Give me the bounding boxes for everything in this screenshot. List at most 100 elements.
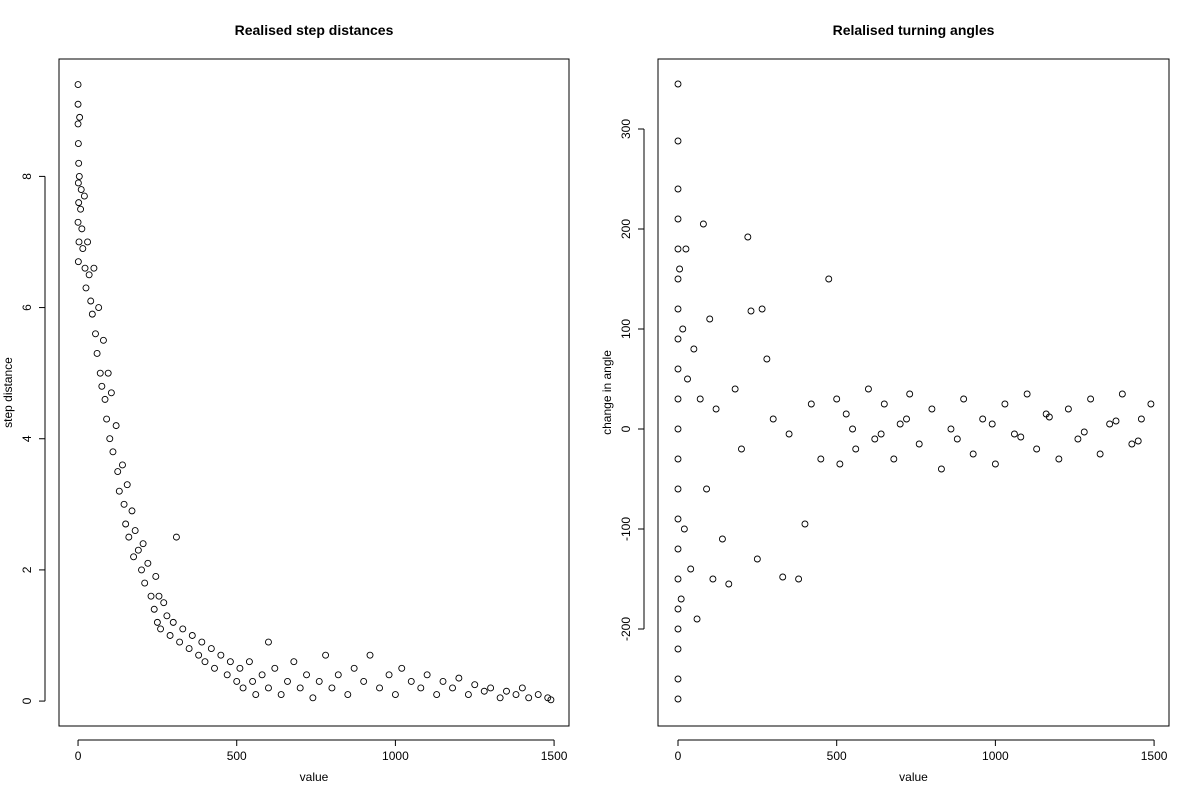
point [315,677,323,685]
point [674,575,682,583]
point [890,455,898,463]
point [391,691,399,698]
point [1096,450,1104,458]
point [74,218,82,226]
point [1112,417,1120,425]
point [674,365,682,373]
point [207,645,215,653]
point [512,691,520,698]
point [680,525,688,533]
chart-title: Relalised turning angles [833,22,995,38]
point [1147,400,1155,408]
point [455,674,463,682]
chart-title: Realised step distances [235,22,394,38]
point [674,80,682,88]
point [144,559,152,567]
point [217,651,225,659]
point [682,245,690,253]
x-tick-label: 0 [75,749,82,763]
point [674,185,682,193]
point [679,325,687,333]
point [265,638,272,646]
point [93,350,101,357]
point [78,225,86,233]
point [693,615,701,623]
point [233,677,241,685]
point [852,445,860,453]
y-axis-label: step distance [1,357,15,428]
point [303,671,310,679]
point [674,645,682,653]
x-tick-label: 1500 [1141,749,1168,763]
point [188,632,196,639]
y-tick-label: 2 [20,566,34,573]
point [547,696,555,704]
point [252,691,260,698]
point [114,468,122,475]
point [871,435,879,443]
point [201,658,209,666]
point [674,137,682,145]
point [903,415,910,423]
point [1033,445,1041,453]
point [825,275,833,283]
point [991,460,999,468]
point [817,455,825,463]
point [953,435,961,443]
point [99,336,107,344]
point [249,677,257,685]
point [88,310,96,318]
point [112,422,120,430]
point [877,430,885,438]
point [1023,390,1031,398]
point [74,258,82,266]
point [674,675,682,683]
point [139,540,147,548]
point [676,265,684,273]
point [79,245,87,252]
point [687,565,695,573]
point [738,445,745,453]
point [699,220,707,228]
point [1118,390,1126,398]
point [674,305,682,313]
point [439,677,447,685]
y-tick-label: 4 [20,435,34,442]
point [534,691,542,698]
point [674,245,682,253]
point [1074,435,1082,443]
point [988,420,996,428]
point [75,159,83,167]
x-tick-label: 0 [675,749,682,763]
point [103,415,111,423]
x-axis-label: value [899,770,928,784]
point [718,535,726,543]
point [842,410,850,418]
point [795,575,803,583]
point [360,677,368,685]
point [1134,437,1142,445]
point [211,664,218,672]
point [518,684,526,692]
point [119,461,126,469]
y-tick-label: 100 [619,319,633,339]
point [706,315,714,323]
point [104,369,112,377]
point [725,580,733,588]
point [896,420,904,428]
point [176,638,184,646]
point [849,425,857,433]
point [769,415,777,423]
point [674,275,682,283]
point [74,81,82,89]
y-tick-label: 8 [20,173,34,180]
point [1055,455,1063,463]
point [937,465,945,473]
point [123,481,131,489]
point [134,546,142,554]
point [744,233,752,241]
point [95,304,103,312]
point [417,684,425,692]
point [80,192,88,200]
